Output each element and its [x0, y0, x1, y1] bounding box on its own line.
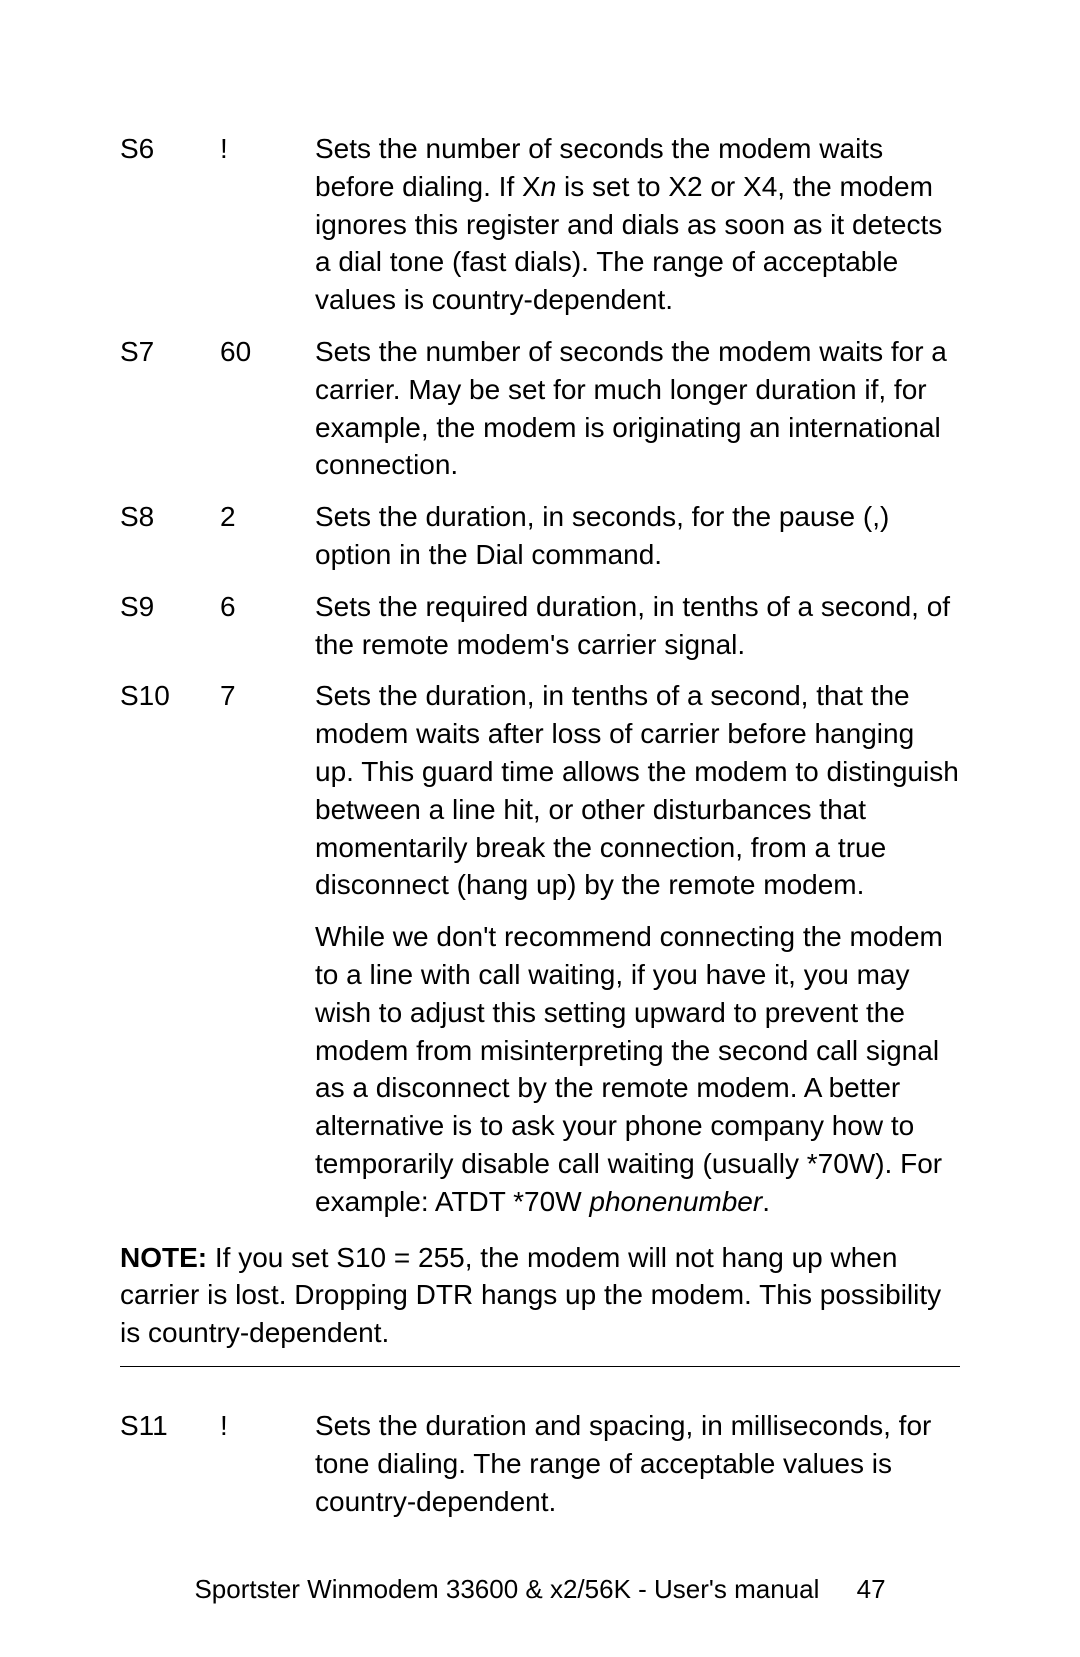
register-name: S6: [120, 130, 220, 168]
note-section: NOTE: If you set S10 = 255, the modem wi…: [120, 1239, 960, 1367]
description-paragraph: Sets the duration, in tenths of a second…: [315, 677, 960, 904]
register-row: S11 ! Sets the duration and spacing, in …: [120, 1407, 960, 1520]
register-name: S11: [120, 1407, 220, 1445]
register-row: S7 60 Sets the number of seconds the mod…: [120, 333, 960, 484]
register-table-after-note: S11 ! Sets the duration and spacing, in …: [120, 1407, 960, 1520]
register-default: 6: [220, 588, 315, 626]
register-description: Sets the number of seconds the modem wai…: [315, 333, 960, 484]
register-description: Sets the duration, in seconds, for the p…: [315, 498, 960, 574]
register-description: Sets the duration, in tenths of a second…: [315, 677, 960, 1220]
register-table-before-note: S6 ! Sets the number of seconds the mode…: [120, 130, 960, 1221]
register-row: S9 6 Sets the required duration, in tent…: [120, 588, 960, 664]
register-default: !: [220, 1407, 315, 1445]
register-name: S10: [120, 677, 220, 715]
footer-title: Sportster Winmodem 33600 & x2/56K - User…: [194, 1574, 819, 1604]
register-row: S10 7 Sets the duration, in tenths of a …: [120, 677, 960, 1220]
register-default: 60: [220, 333, 315, 371]
register-name: S9: [120, 588, 220, 626]
page-number: 47: [857, 1574, 886, 1604]
page-footer: Sportster Winmodem 33600 & x2/56K - User…: [0, 1574, 1080, 1605]
register-name: S7: [120, 333, 220, 371]
register-row: S8 2 Sets the duration, in seconds, for …: [120, 498, 960, 574]
register-default: 2: [220, 498, 315, 536]
note-label: NOTE:: [120, 1242, 207, 1273]
spacing: [120, 1367, 960, 1407]
description-paragraph: While we don't recommend connecting the …: [315, 918, 960, 1220]
note-text: If you set S10 = 255, the modem will not…: [120, 1242, 941, 1349]
page-content: S6 ! Sets the number of seconds the mode…: [0, 0, 1080, 1520]
register-description: Sets the duration and spacing, in millis…: [315, 1407, 960, 1520]
register-row: S6 ! Sets the number of seconds the mode…: [120, 130, 960, 319]
register-default: !: [220, 130, 315, 168]
register-name: S8: [120, 498, 220, 536]
register-default: 7: [220, 677, 315, 715]
register-description: Sets the required duration, in tenths of…: [315, 588, 960, 664]
register-description: Sets the number of seconds the modem wai…: [315, 130, 960, 319]
